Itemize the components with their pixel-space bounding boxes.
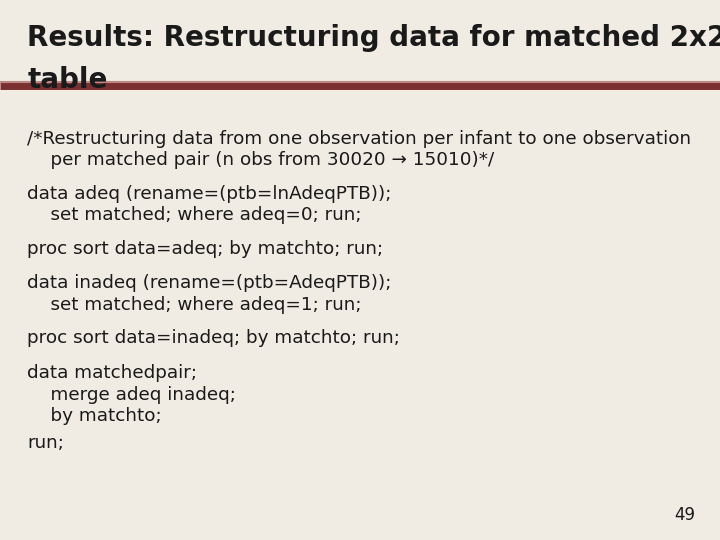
Text: proc sort data=inadeq; by matchto; run;: proc sort data=inadeq; by matchto; run; [27,329,400,347]
Text: Results: Restructuring data for matched 2x2: Results: Restructuring data for matched … [27,24,720,52]
Text: 49: 49 [674,506,695,524]
Text: data matchedpair;: data matchedpair; [27,364,197,382]
Text: by matchto;: by matchto; [27,407,162,425]
Text: set matched; where adeq=0; run;: set matched; where adeq=0; run; [27,206,362,224]
Text: proc sort data=adeq; by matchto; run;: proc sort data=adeq; by matchto; run; [27,240,384,258]
Text: run;: run; [27,434,64,452]
Text: table: table [27,66,108,94]
Text: merge adeq inadeq;: merge adeq inadeq; [27,386,236,403]
Text: set matched; where adeq=1; run;: set matched; where adeq=1; run; [27,296,362,314]
Text: data inadeq (rename=(ptb=AdeqPTB));: data inadeq (rename=(ptb=AdeqPTB)); [27,274,392,292]
Text: /*Restructuring data from one observation per infant to one observation: /*Restructuring data from one observatio… [27,130,691,147]
Text: per matched pair (n obs from 30020 → 15010)*/: per matched pair (n obs from 30020 → 150… [27,151,495,169]
Text: data adeq (rename=(ptb=lnAdeqPTB));: data adeq (rename=(ptb=lnAdeqPTB)); [27,185,392,202]
